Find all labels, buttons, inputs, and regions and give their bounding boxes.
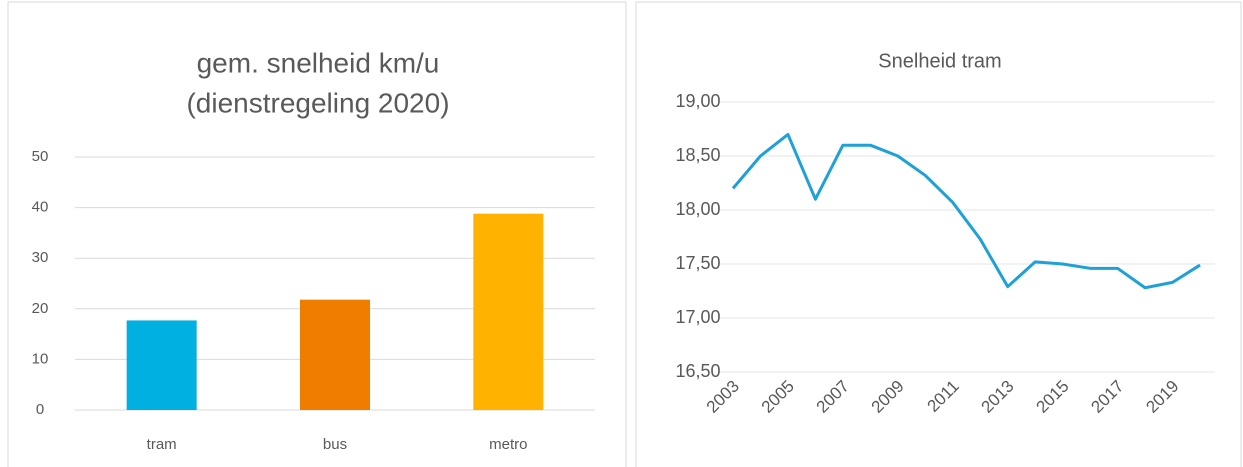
x-tick-label: bus <box>323 436 347 453</box>
bar <box>126 320 197 410</box>
chart-title: gem. snelheid km/u <box>197 47 440 78</box>
y-tick-label: 20 <box>32 300 49 317</box>
y-tick-label: 16,50 <box>675 361 720 381</box>
chart-title: Snelheid tram <box>878 50 1001 72</box>
y-tick-label: 50 <box>32 148 49 165</box>
bar <box>473 213 544 410</box>
y-tick-label: 18,50 <box>675 145 720 165</box>
line <box>731 132 1201 290</box>
x-tick-label: metro <box>489 436 527 453</box>
panel <box>635 1 1242 467</box>
x-tick-label: tram <box>147 436 177 453</box>
y-tick-label: 0 <box>36 401 44 418</box>
y-tick-label: 17,50 <box>675 253 720 273</box>
y-tick-label: 30 <box>32 249 49 266</box>
y-tick-label: 18,00 <box>675 199 720 219</box>
chart-title: (dienstregeling 2020) <box>186 87 449 118</box>
y-tick-label: 19,00 <box>675 91 720 111</box>
y-tick-label: 17,00 <box>675 307 720 327</box>
bar <box>300 299 370 410</box>
y-tick-label: 10 <box>32 350 49 367</box>
y-tick-label: 40 <box>32 199 49 216</box>
